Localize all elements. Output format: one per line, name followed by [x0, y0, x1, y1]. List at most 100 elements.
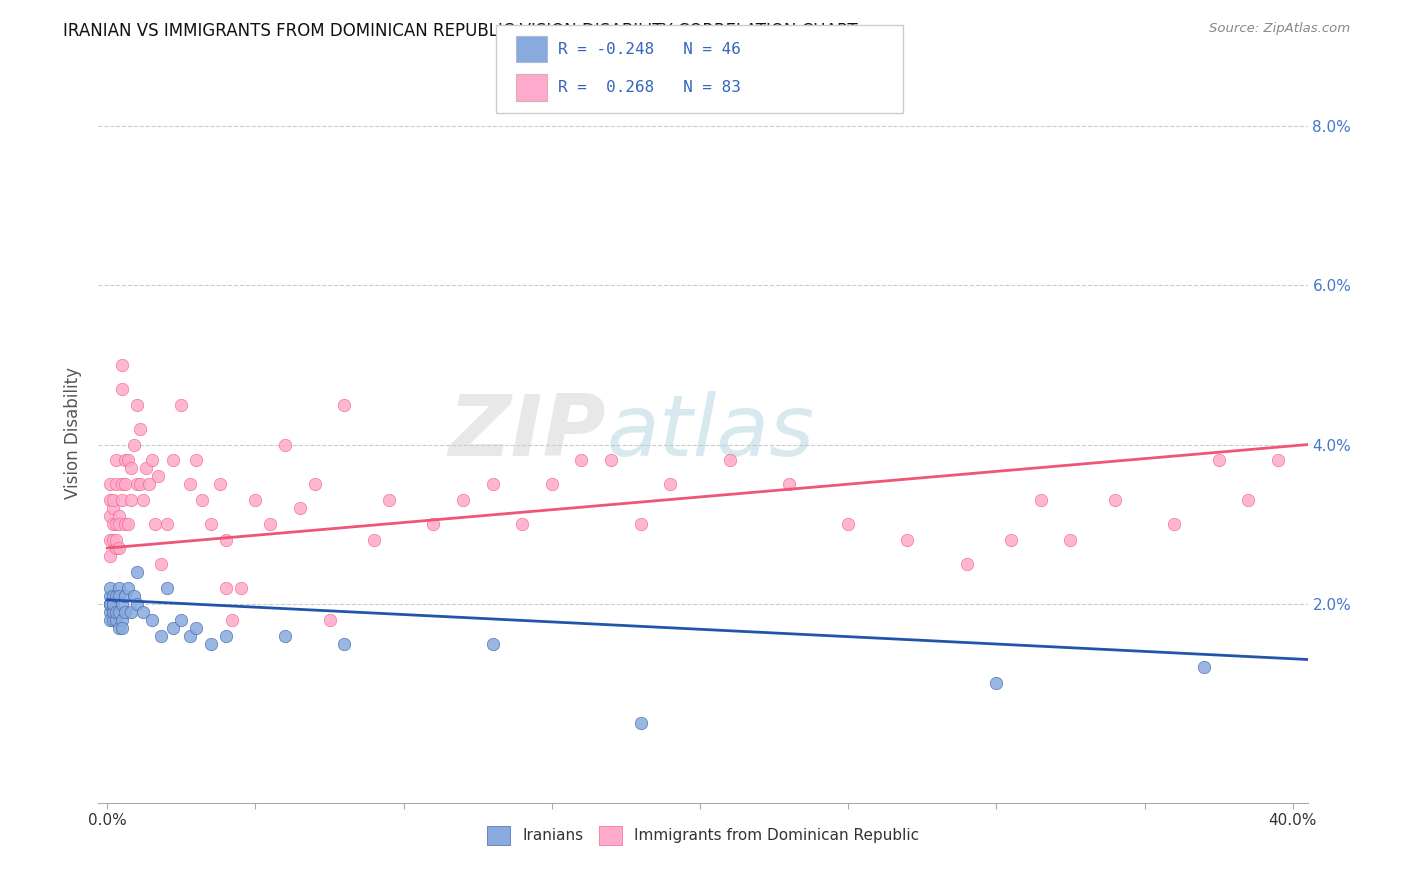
Point: [1104, 493, 1126, 508]
Point: [200, 517, 222, 532]
Legend: Iranians, Immigrants from Dominican Republic: Iranians, Immigrants from Dominican Repu…: [481, 820, 925, 851]
Point: [1192, 660, 1215, 674]
Point: [105, 589, 128, 603]
Point: [191, 493, 214, 508]
Point: [129, 477, 152, 491]
Point: [1059, 533, 1081, 547]
Point: [108, 621, 131, 635]
Point: [103, 501, 125, 516]
Point: [1163, 517, 1185, 532]
Point: [208, 477, 231, 491]
Point: [105, 517, 128, 532]
Point: [304, 477, 326, 491]
Point: [111, 358, 134, 372]
Point: [125, 565, 148, 579]
Point: [98, 477, 121, 491]
Point: [98, 509, 121, 524]
Point: [111, 493, 134, 508]
Point: [98, 597, 121, 611]
Point: [120, 461, 142, 475]
Point: [186, 453, 208, 467]
Point: [103, 493, 125, 508]
Point: [571, 453, 593, 467]
Point: [98, 605, 121, 619]
Text: ZIP: ZIP: [449, 391, 606, 475]
Point: [149, 629, 172, 643]
Point: [179, 629, 201, 643]
Point: [122, 437, 145, 451]
Point: [108, 581, 131, 595]
Point: [986, 676, 1008, 690]
Point: [274, 437, 297, 451]
Point: [288, 501, 311, 516]
Point: [149, 557, 172, 571]
Point: [117, 517, 139, 532]
Point: [170, 398, 193, 412]
Text: R = -0.248   N = 46: R = -0.248 N = 46: [558, 42, 741, 56]
Point: [103, 589, 125, 603]
Point: [378, 493, 401, 508]
Point: [132, 605, 155, 619]
Point: [135, 461, 157, 475]
Point: [114, 453, 136, 467]
Point: [451, 493, 474, 508]
Text: R =  0.268   N = 83: R = 0.268 N = 83: [558, 80, 741, 95]
Point: [98, 581, 121, 595]
Point: [125, 597, 148, 611]
Point: [363, 533, 385, 547]
Point: [179, 477, 201, 491]
Point: [120, 605, 142, 619]
Point: [215, 581, 238, 595]
Point: [162, 621, 184, 635]
Point: [170, 613, 193, 627]
Point: [98, 589, 121, 603]
Point: [1237, 493, 1260, 508]
Point: [155, 517, 177, 532]
Point: [125, 477, 148, 491]
Point: [103, 533, 125, 547]
Point: [778, 477, 800, 491]
Point: [245, 493, 267, 508]
Point: [162, 453, 184, 467]
Point: [630, 716, 652, 731]
Point: [105, 541, 128, 555]
Point: [956, 557, 979, 571]
Point: [98, 597, 121, 611]
Point: [98, 493, 121, 508]
Y-axis label: Vision Disability: Vision Disability: [65, 367, 83, 499]
Point: [105, 533, 128, 547]
Point: [129, 422, 152, 436]
Point: [117, 581, 139, 595]
Point: [718, 453, 741, 467]
Point: [141, 613, 163, 627]
Point: [333, 637, 356, 651]
Point: [1029, 493, 1052, 508]
Point: [186, 621, 208, 635]
Point: [105, 613, 128, 627]
Point: [221, 613, 243, 627]
Point: [98, 613, 121, 627]
Point: [274, 629, 297, 643]
Point: [111, 597, 134, 611]
Point: [98, 533, 121, 547]
Point: [105, 477, 128, 491]
Point: [200, 637, 222, 651]
Point: [215, 629, 238, 643]
Point: [259, 517, 281, 532]
Point: [125, 398, 148, 412]
Point: [114, 477, 136, 491]
Point: [1208, 453, 1230, 467]
Point: [138, 477, 160, 491]
Point: [103, 613, 125, 627]
Point: [215, 533, 238, 547]
Point: [98, 597, 121, 611]
Point: [540, 477, 562, 491]
Point: [318, 613, 340, 627]
Point: [111, 621, 134, 635]
Text: atlas: atlas: [606, 391, 814, 475]
Point: [98, 549, 121, 563]
Point: [229, 581, 252, 595]
Point: [114, 589, 136, 603]
Point: [117, 453, 139, 467]
Point: [108, 589, 131, 603]
